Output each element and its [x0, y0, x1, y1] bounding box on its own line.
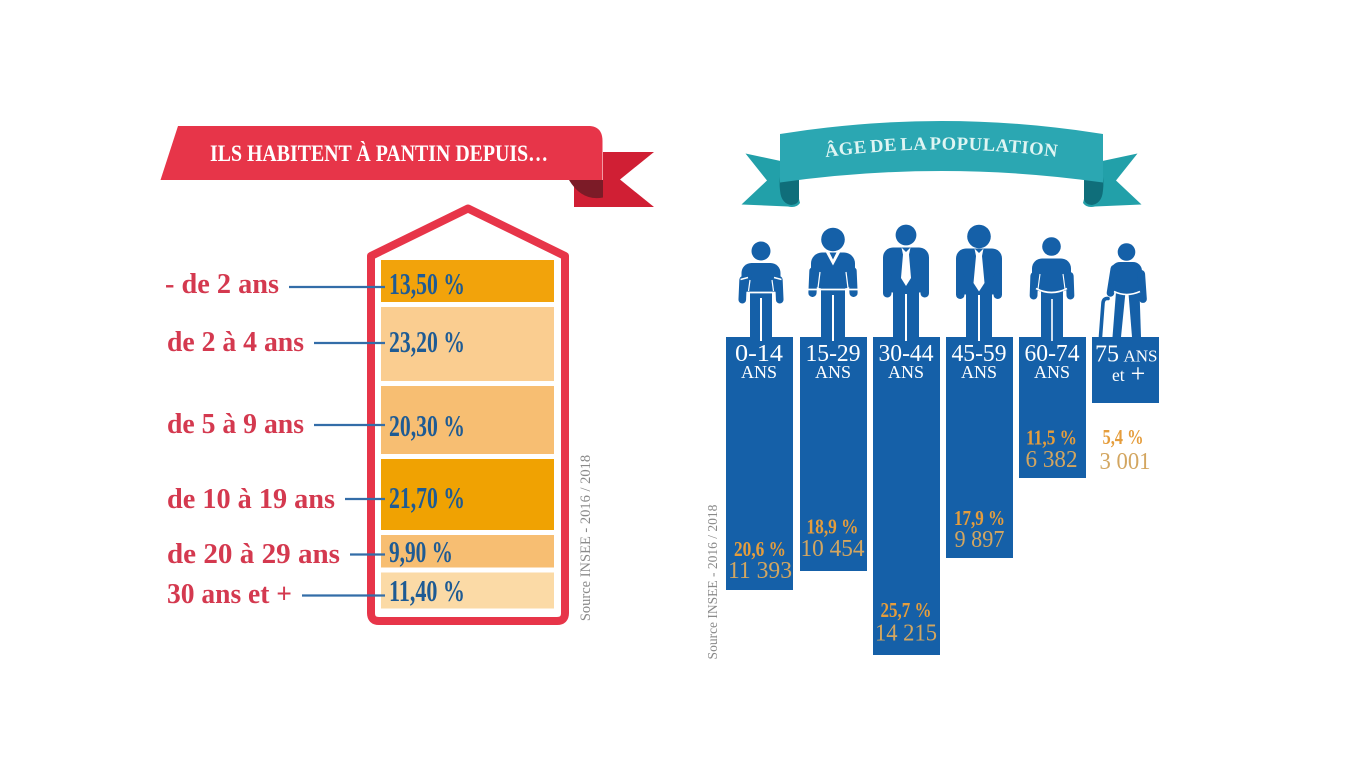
- svg-text:6 382: 6 382: [1026, 447, 1078, 473]
- svg-text:23,20 %: 23,20 %: [389, 325, 465, 359]
- svg-text:ANS: ANS: [815, 362, 851, 382]
- svg-text:de 10 à 19 ans: de 10 à 19 ans: [167, 484, 335, 515]
- svg-text:de 20 à 29 ans: de 20 à 29 ans: [167, 539, 340, 570]
- svg-text:et: et: [1112, 365, 1125, 385]
- svg-text:Source INSEE - 2016 / 2018: Source INSEE - 2016 / 2018: [578, 455, 594, 621]
- svg-text:ANS: ANS: [741, 362, 777, 382]
- svg-text:11,5 %: 11,5 %: [1026, 426, 1077, 450]
- svg-text:11 393: 11 393: [728, 558, 792, 584]
- svg-text:Source INSEE - 2016 / 2018: Source INSEE - 2016 / 2018: [705, 504, 720, 659]
- svg-text:9 897: 9 897: [955, 527, 1005, 553]
- svg-text:45-59: 45-59: [952, 341, 1007, 367]
- svg-text:20,6 %: 20,6 %: [734, 537, 786, 561]
- svg-text:0-14: 0-14: [735, 341, 783, 367]
- svg-text:17,9 %: 17,9 %: [954, 506, 1005, 530]
- svg-text:10 454: 10 454: [801, 536, 865, 562]
- svg-text:9,90 %: 9,90 %: [389, 535, 453, 569]
- svg-text:de 2 à 4 ans: de 2 à 4 ans: [167, 327, 304, 358]
- svg-text:de 5 à 9 ans: de 5 à 9 ans: [167, 409, 304, 440]
- svg-text:3 001: 3 001: [1100, 449, 1151, 475]
- svg-text:60-74: 60-74: [1025, 341, 1080, 367]
- svg-text:ANS: ANS: [961, 362, 997, 382]
- svg-text:5,4 %: 5,4 %: [1103, 425, 1144, 449]
- svg-text:20,30 %: 20,30 %: [389, 409, 465, 443]
- svg-text:25,7 %: 25,7 %: [881, 598, 932, 622]
- svg-text:+: +: [1131, 359, 1146, 388]
- svg-text:13,50 %: 13,50 %: [389, 267, 465, 301]
- svg-text:18,9 %: 18,9 %: [807, 515, 859, 539]
- svg-text:21,70 %: 21,70 %: [389, 481, 465, 515]
- svg-text:30 ans et +: 30 ans et +: [167, 579, 292, 610]
- svg-text:- de 2 ans: - de 2 ans: [165, 269, 279, 300]
- svg-text:ANS: ANS: [888, 362, 924, 382]
- svg-text:14 215: 14 215: [875, 621, 937, 647]
- svg-text:15-29: 15-29: [806, 341, 861, 367]
- svg-text:11,40 %: 11,40 %: [389, 574, 465, 608]
- svg-text:30-44: 30-44: [879, 341, 934, 367]
- svg-text:ILS HABITENT À PANTIN DEPUIS…: ILS HABITENT À PANTIN DEPUIS…: [210, 141, 548, 166]
- svg-text:ANS: ANS: [1034, 362, 1070, 382]
